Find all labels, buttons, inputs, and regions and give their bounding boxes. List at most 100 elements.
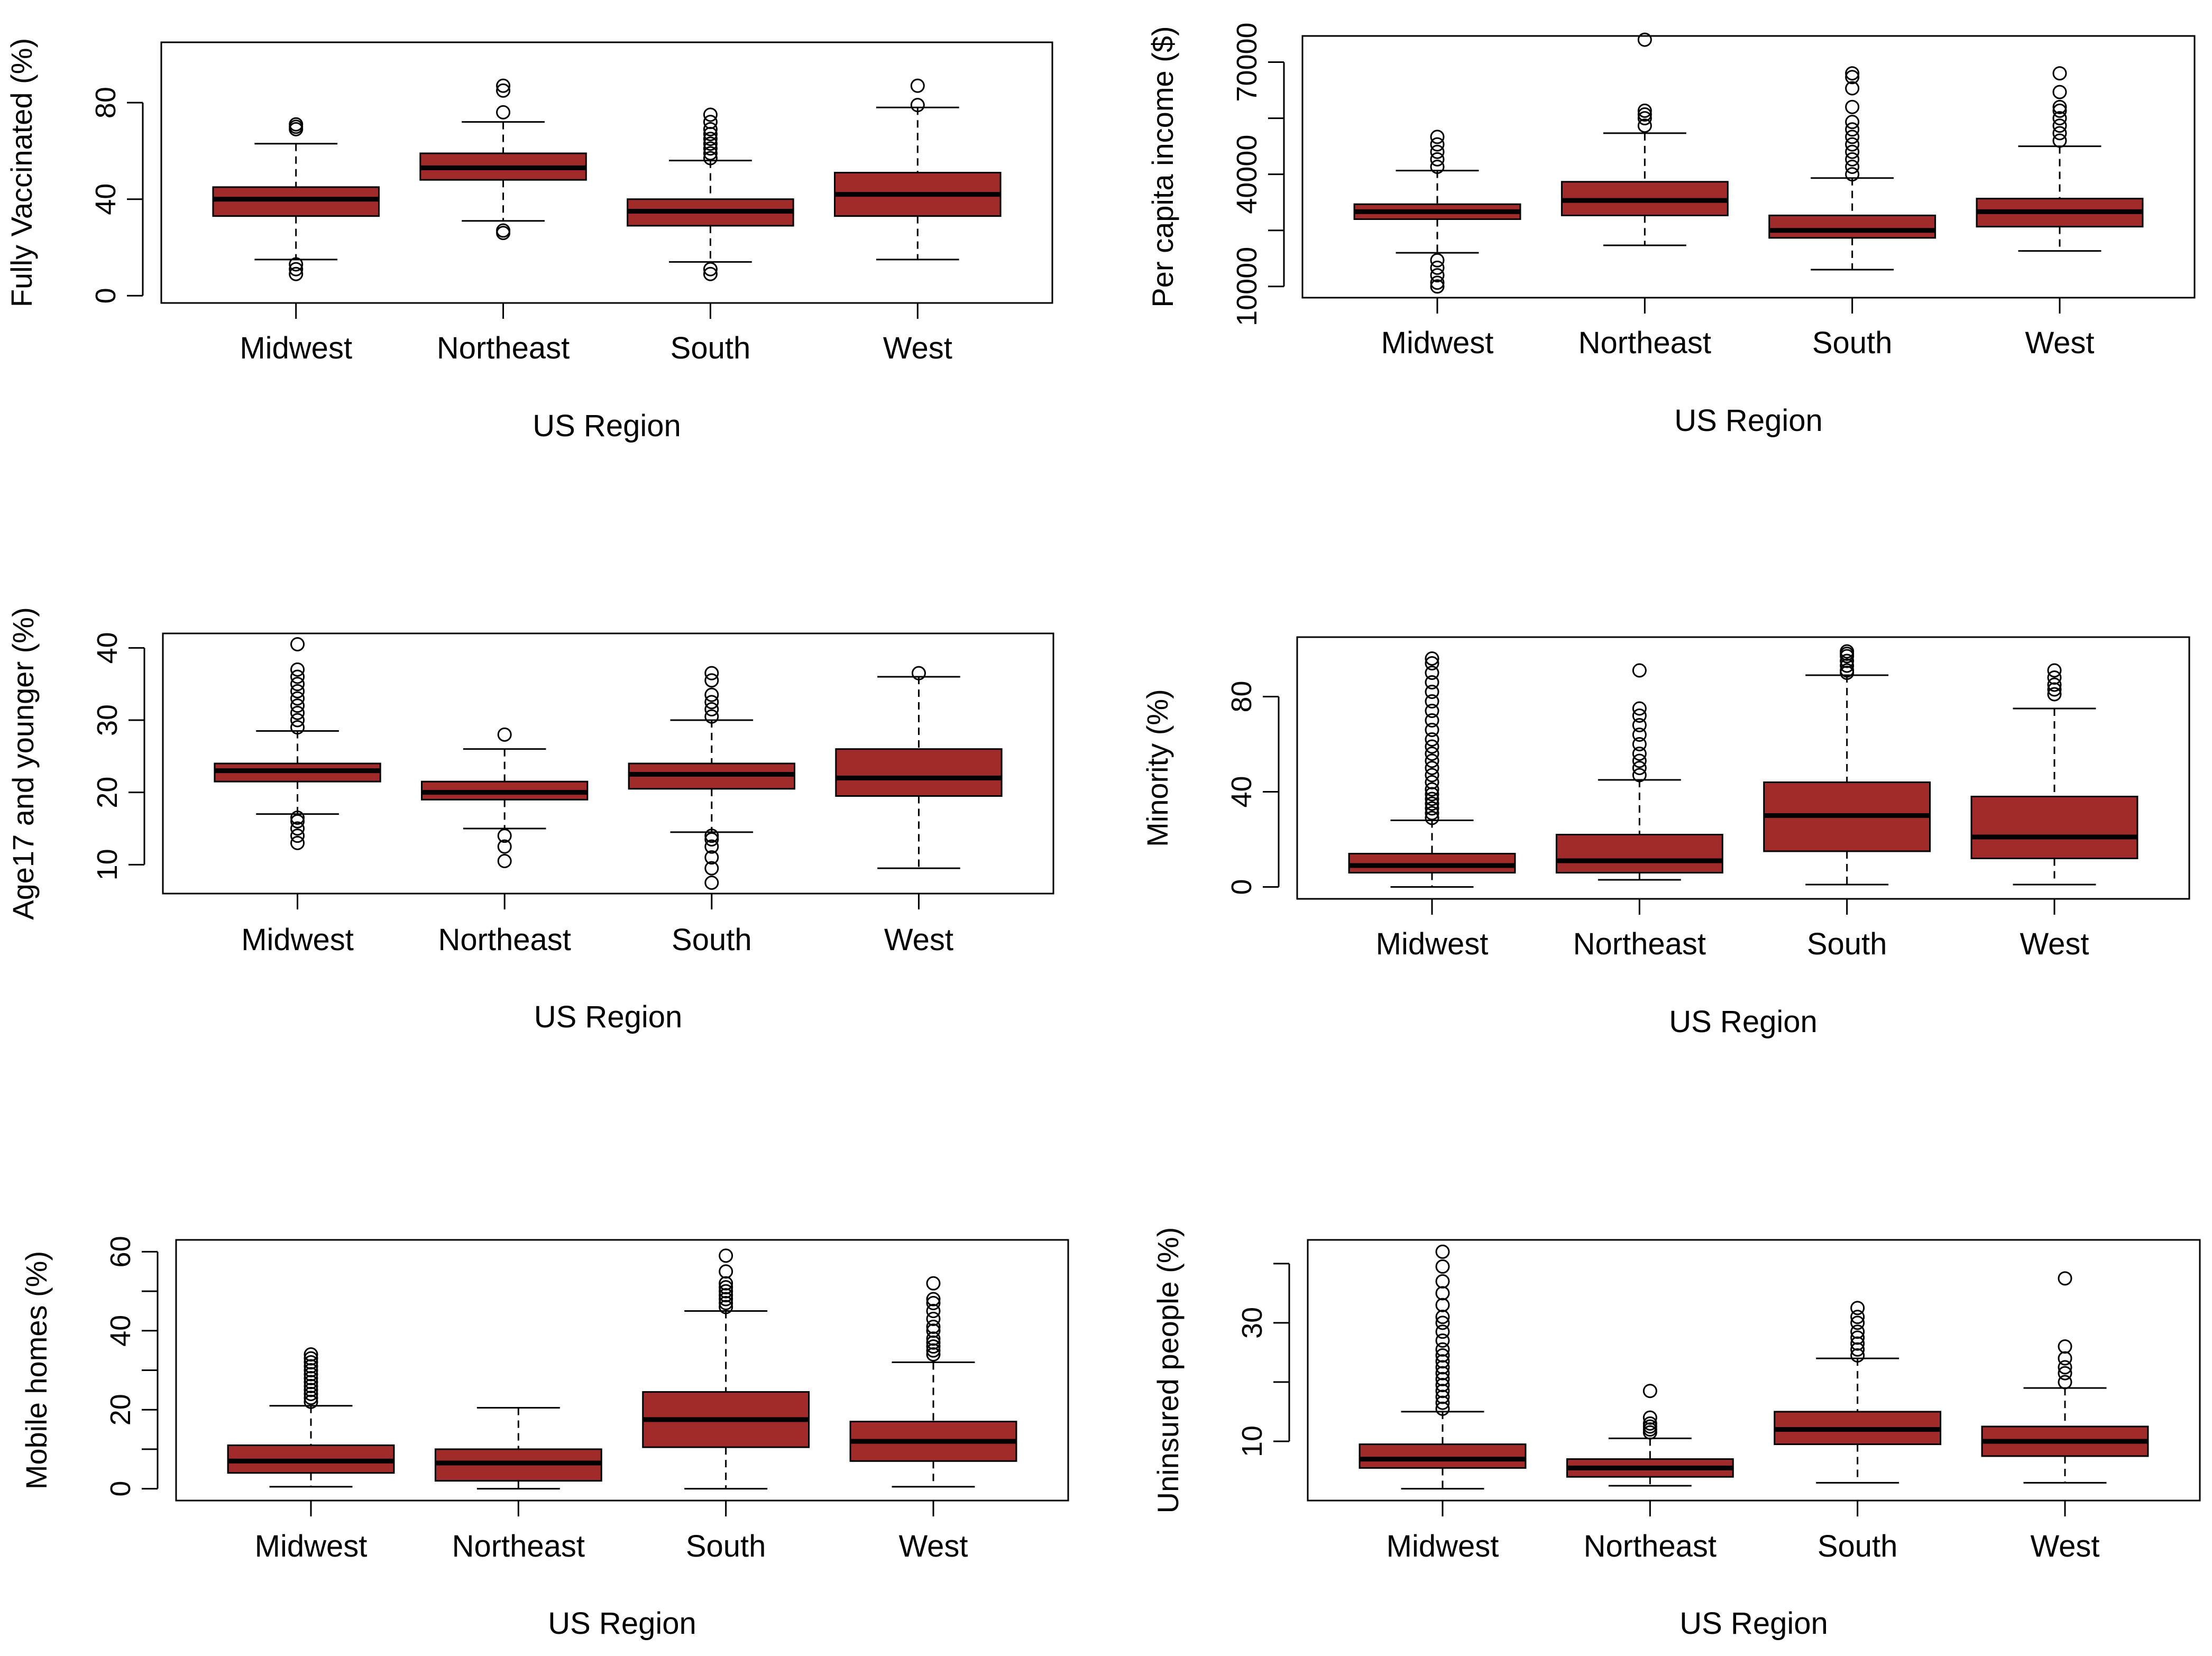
- x-tick-label: Midwest: [1376, 927, 1489, 961]
- outlier-point: [704, 666, 719, 680]
- outlier-point: [1850, 1301, 1865, 1315]
- outlier-point: [704, 832, 719, 847]
- outlier-point: [2052, 118, 2067, 133]
- outlier-point: [304, 1394, 318, 1409]
- outlier-point: [1425, 666, 1439, 680]
- outlier-point: [2047, 677, 2062, 692]
- outlier-point: [719, 1276, 733, 1291]
- outlier-point: [497, 839, 512, 854]
- y-axis-label: Age17 and younger (%): [6, 607, 40, 920]
- y-axis-label: Minority (%): [1141, 689, 1174, 847]
- outlier-point: [719, 1284, 733, 1299]
- outlier-point: [704, 702, 719, 716]
- outlier-point: [926, 1292, 941, 1307]
- outlier-point: [704, 687, 719, 702]
- outlier-point: [2058, 1375, 2072, 1390]
- outlier-point: [926, 1335, 941, 1350]
- outlier-point: [290, 814, 305, 829]
- outlier-point: [1637, 107, 1652, 122]
- outlier-point: [1632, 728, 1647, 742]
- outlier-point: [1435, 1286, 1450, 1301]
- outlier-point: [1850, 1330, 1865, 1345]
- outlier-point: [704, 876, 719, 890]
- outlier-point: [1845, 144, 1860, 159]
- x-axis-label: US Region: [534, 1000, 682, 1034]
- outlier-point: [1637, 32, 1652, 47]
- outlier-point: [719, 1280, 733, 1295]
- outlier-point: [290, 713, 305, 728]
- outlier-point: [1845, 81, 1860, 96]
- outlier-point: [289, 117, 304, 132]
- plot-frame: [175, 1239, 1069, 1502]
- outlier-point: [2052, 133, 2067, 148]
- outlier-point: [290, 829, 305, 843]
- outlier-point: [1425, 806, 1439, 821]
- boxplot-panel: 0 40 80 Minority (%) US Region Midwest Northea…: [1141, 636, 2190, 1039]
- y-tick-label: 40: [90, 183, 122, 215]
- box-south: [628, 666, 795, 890]
- x-tick-label: Northeast: [1573, 927, 1706, 961]
- outlier-point: [1425, 675, 1439, 689]
- x-tick-label: Northeast: [438, 923, 571, 957]
- x-tick-label: West: [2025, 326, 2094, 360]
- outlier-point: [304, 1386, 318, 1401]
- outlier-point: [1845, 66, 1860, 81]
- box-west: [834, 78, 1002, 261]
- outlier-point: [1435, 1342, 1450, 1357]
- outlier-point: [1435, 1333, 1450, 1348]
- outlier-point: [1840, 654, 1855, 668]
- outlier-point: [1435, 1360, 1450, 1375]
- outlier-point: [1435, 1274, 1450, 1289]
- box-northeast: [419, 78, 587, 241]
- outlier-point: [719, 1288, 733, 1303]
- outlier-point: [497, 829, 512, 843]
- outlier-point: [703, 122, 718, 136]
- outlier-point: [703, 132, 718, 146]
- outlier-point: [1845, 130, 1860, 144]
- outlier-point: [1425, 656, 1439, 670]
- x-tick-label: Northeast: [1584, 1529, 1717, 1563]
- outlier-point: [1435, 1348, 1450, 1363]
- outlier-point: [719, 1300, 733, 1314]
- y-tick-label: 20: [105, 1394, 136, 1425]
- outlier-point: [926, 1311, 941, 1326]
- plot-frame: [162, 632, 1054, 895]
- outlier-point: [1425, 747, 1439, 761]
- outlier-point: [290, 691, 305, 706]
- y-tick-label: 70000: [1231, 22, 1263, 102]
- plot-frame: [1296, 636, 2190, 900]
- y-axis-label: Fully Vaccinated (%): [5, 38, 38, 307]
- outlier-point: [1430, 130, 1445, 144]
- outlier-point: [1435, 1395, 1450, 1410]
- outlier-point: [1632, 737, 1647, 751]
- boxplot-panel: 10000 40000 70000 Per capita income ($) US R…: [1146, 22, 2196, 438]
- box-midwest: [227, 1347, 395, 1488]
- outlier-point: [1850, 1315, 1865, 1330]
- iqr-box: [212, 186, 380, 217]
- box-midwest: [212, 117, 380, 281]
- box-west: [1981, 1271, 2149, 1484]
- outlier-point: [304, 1347, 318, 1362]
- outlier-point: [1425, 792, 1439, 806]
- outlier-point: [926, 1347, 941, 1362]
- outlier-point: [2058, 1360, 2072, 1375]
- outlier-point: [1430, 253, 1445, 268]
- outlier-point: [1425, 732, 1439, 747]
- outlier-point: [289, 257, 304, 272]
- y-tick-label: 20: [91, 777, 123, 808]
- box-northeast: [1555, 663, 1723, 881]
- outlier-point: [1435, 1384, 1450, 1399]
- y-tick-label: 30: [91, 704, 123, 736]
- box-west: [849, 1276, 1017, 1488]
- outlier-point: [1425, 723, 1439, 737]
- outlier-point: [719, 1292, 733, 1307]
- outlier-point: [1430, 268, 1445, 283]
- outlier-point: [1425, 775, 1439, 789]
- outlier-point: [304, 1383, 318, 1397]
- outlier-point: [2058, 1351, 2072, 1366]
- outlier-point: [290, 669, 305, 684]
- outlier-point: [1845, 122, 1860, 137]
- outlier-point: [290, 677, 305, 692]
- outlier-point: [1425, 713, 1439, 728]
- x-axis-label: US Region: [533, 409, 681, 443]
